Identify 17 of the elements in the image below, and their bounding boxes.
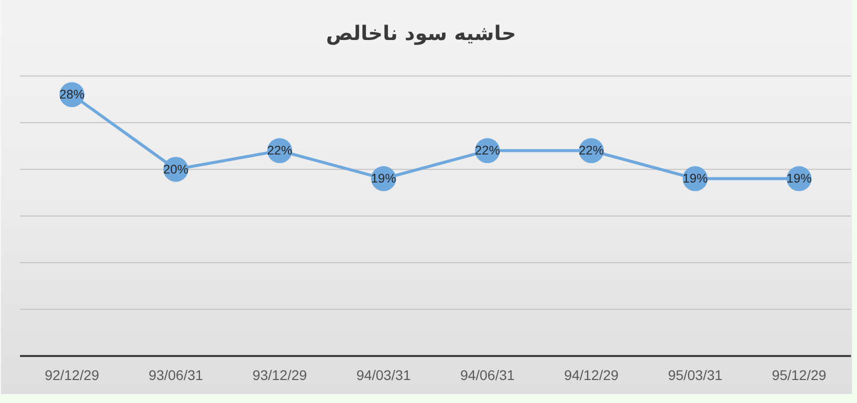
data-label: 20%	[163, 162, 188, 176]
chart-title: حاشیه سود ناخالص	[326, 21, 516, 45]
data-label: 22%	[578, 144, 604, 158]
x-tick-label: 94/06/31	[460, 367, 515, 383]
data-label: 22%	[267, 144, 292, 158]
data-label: 28%	[59, 88, 84, 102]
data-label: 19%	[371, 172, 396, 186]
x-tick-label: 95/12/29	[772, 367, 827, 383]
x-tick-label: 93/06/31	[148, 367, 204, 383]
x-tick-label: 94/12/29	[564, 367, 619, 383]
data-label: 19%	[682, 172, 708, 186]
data-label: 22%	[474, 144, 500, 158]
data-label: 19%	[786, 172, 812, 186]
x-tick-label: 94/03/31	[356, 367, 412, 383]
x-tick-label: 95/03/31	[668, 367, 723, 383]
x-tick-label: 93/12/29	[252, 367, 308, 383]
x-tick-label: 92/12/29	[44, 367, 100, 383]
